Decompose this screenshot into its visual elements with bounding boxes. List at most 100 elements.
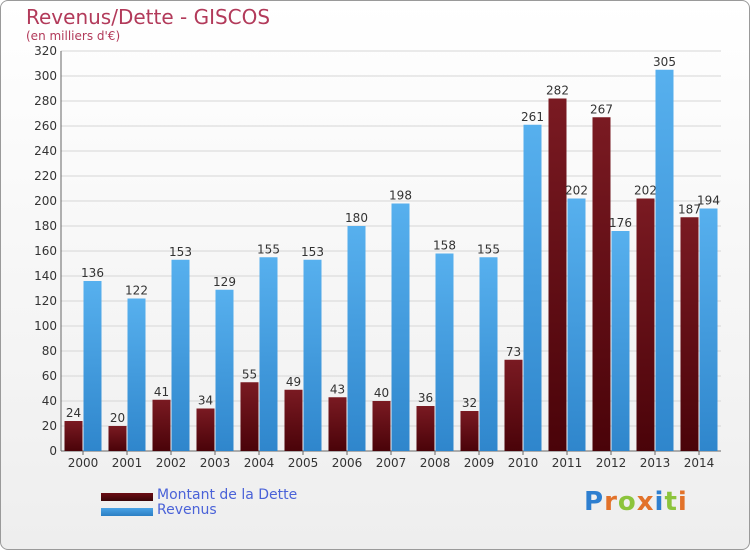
x-tick-label: 2000	[68, 456, 99, 470]
bar-dette	[372, 401, 391, 451]
y-tick-label: 100	[34, 319, 57, 333]
legend-label-dette: Montant de la Dette	[157, 487, 298, 503]
chart-title: Revenus/Dette - GISCOS	[26, 5, 271, 29]
data-label: 36	[418, 391, 433, 405]
bar-dette	[328, 397, 347, 451]
logo-letter: r	[604, 487, 618, 517]
data-label: 34	[198, 394, 213, 408]
data-label: 202	[634, 184, 657, 198]
data-label: 41	[154, 385, 169, 399]
data-label: 153	[169, 245, 192, 259]
logo-letter: i	[654, 487, 665, 517]
y-tick-label: 20	[42, 419, 57, 433]
y-tick-label: 260	[34, 119, 57, 133]
data-label: 198	[389, 189, 412, 203]
bar-revenus	[655, 69, 674, 451]
x-tick-label: 2010	[508, 456, 539, 470]
data-label: 282	[546, 84, 569, 98]
bar-dette	[152, 399, 171, 451]
data-label: 155	[257, 242, 280, 256]
y-tick-label: 60	[42, 369, 57, 383]
data-label: 305	[653, 55, 676, 69]
data-label: 153	[301, 245, 324, 259]
bar-revenus	[567, 198, 586, 451]
x-tick-label: 2008	[420, 456, 451, 470]
bar-dette	[460, 411, 479, 451]
bar-dette	[284, 389, 303, 451]
bar-dette	[108, 426, 127, 451]
y-tick-label: 180	[34, 219, 57, 233]
y-tick-label: 240	[34, 144, 57, 158]
bar-dette	[416, 406, 435, 451]
bar-revenus	[215, 289, 234, 451]
logo-letter: i	[677, 487, 688, 517]
legend-swatch-dette	[101, 493, 153, 501]
bar-dette	[504, 359, 523, 451]
data-label: 24	[66, 406, 81, 420]
bar-dette	[64, 421, 83, 451]
data-label: 20	[110, 411, 125, 425]
bar-dette	[636, 198, 655, 451]
data-label: 267	[590, 102, 613, 116]
data-label: 136	[81, 266, 104, 280]
logo-letter: x	[636, 487, 655, 517]
data-label: 55	[242, 367, 257, 381]
y-tick-label: 80	[42, 344, 57, 358]
bar-revenus	[171, 259, 190, 451]
x-tick-label: 2012	[596, 456, 627, 470]
logo-letter: P	[584, 487, 605, 517]
logo-letter: t	[664, 487, 678, 517]
y-tick-label: 160	[34, 244, 57, 258]
x-tick-label: 2014	[684, 456, 715, 470]
y-tick-label: 200	[34, 194, 57, 208]
x-tick-label: 2006	[332, 456, 363, 470]
bar-revenus	[303, 259, 322, 451]
data-label: 187	[678, 202, 701, 216]
data-label: 155	[477, 242, 500, 256]
x-tick-label: 2011	[552, 456, 583, 470]
bar-dette	[592, 117, 611, 451]
x-tick-label: 2001	[112, 456, 143, 470]
x-tick-label: 2004	[244, 456, 275, 470]
y-tick-label: 300	[34, 69, 57, 83]
data-label: 122	[125, 284, 148, 298]
bar-revenus	[259, 257, 278, 451]
x-tick-label: 2013	[640, 456, 671, 470]
proxiti-logo: Proxiti	[584, 487, 688, 517]
y-tick-label: 320	[34, 44, 57, 58]
legend-swatch-revenus	[101, 508, 153, 516]
x-tick-label: 2009	[464, 456, 495, 470]
y-tick-label: 220	[34, 169, 57, 183]
bar-revenus	[127, 298, 146, 451]
data-label: 202	[565, 184, 588, 198]
data-label: 158	[433, 239, 456, 253]
bar-revenus	[83, 281, 102, 451]
bar-revenus	[611, 231, 630, 451]
data-label: 43	[330, 382, 345, 396]
data-label: 176	[609, 216, 632, 230]
bar-revenus	[523, 124, 542, 451]
chart-subtitle: (en milliers d'€)	[26, 29, 121, 43]
data-label: 73	[506, 345, 521, 359]
bar-dette	[680, 217, 699, 451]
data-label: 194	[697, 194, 720, 208]
y-tick-label: 280	[34, 94, 57, 108]
y-tick-label: 40	[42, 394, 57, 408]
legend-label-revenus: Revenus	[157, 502, 217, 518]
bar-revenus	[479, 257, 498, 451]
bar-revenus	[391, 203, 410, 451]
data-label: 49	[286, 375, 301, 389]
data-label: 129	[213, 275, 236, 289]
data-label: 261	[521, 110, 544, 124]
x-tick-label: 2007	[376, 456, 407, 470]
data-label: 32	[462, 396, 477, 410]
y-tick-label: 0	[49, 444, 57, 458]
bar-dette	[240, 382, 259, 451]
data-label: 40	[374, 386, 389, 400]
bar-revenus	[699, 208, 718, 451]
logo-letter: o	[617, 487, 637, 517]
x-tick-label: 2002	[156, 456, 187, 470]
bar-dette	[196, 408, 215, 451]
